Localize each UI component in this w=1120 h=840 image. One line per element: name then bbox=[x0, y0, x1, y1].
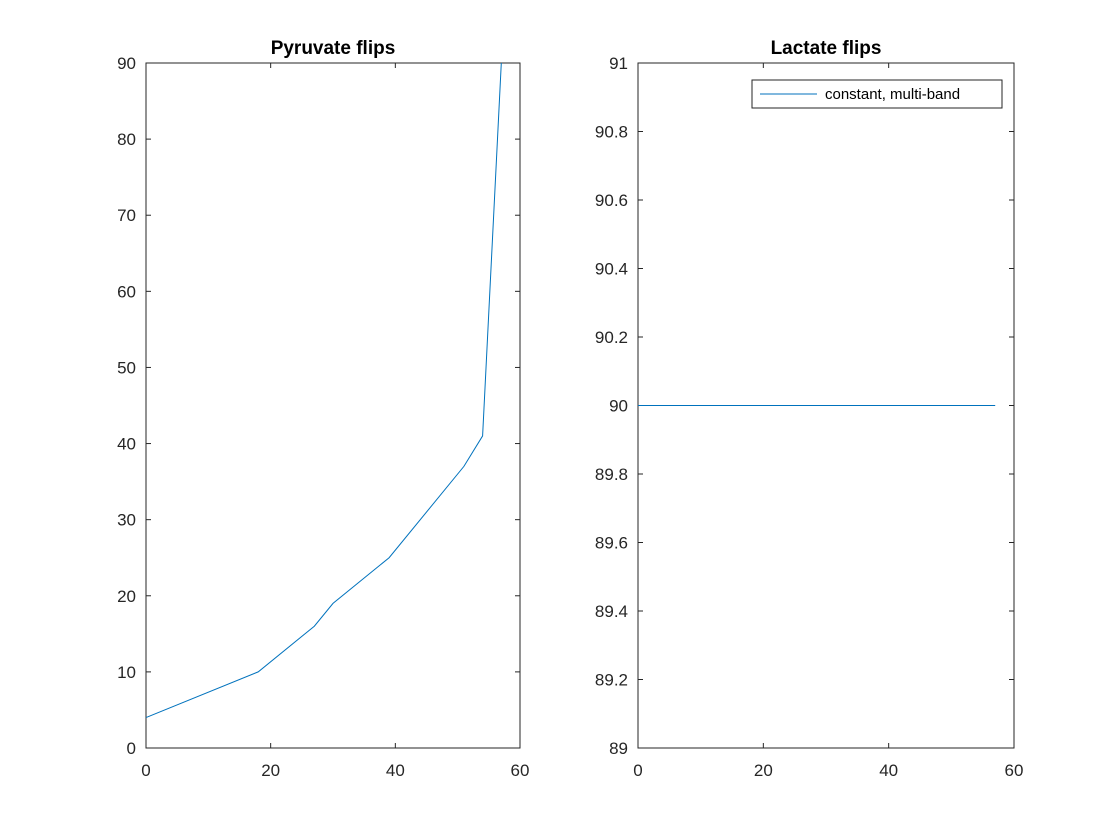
y-tick-label: 10 bbox=[117, 663, 136, 682]
y-tick-label: 90 bbox=[609, 397, 628, 416]
x-tick-label: 0 bbox=[141, 761, 150, 780]
y-tick-label: 90.6 bbox=[595, 191, 628, 210]
x-tick-label: 40 bbox=[879, 761, 898, 780]
y-tick-label: 30 bbox=[117, 511, 136, 530]
y-tick-label: 70 bbox=[117, 206, 136, 225]
lactate-plot-title: Lactate flips bbox=[771, 38, 882, 59]
y-tick-label: 40 bbox=[117, 435, 136, 454]
pyruvate-plot-title: Pyruvate flips bbox=[271, 38, 396, 59]
pyruvate-series-line bbox=[145, 62, 502, 719]
y-tick-label: 91 bbox=[609, 54, 628, 73]
y-tick-label: 89.2 bbox=[595, 671, 628, 690]
legend[interactable]: constant, multi-band bbox=[751, 79, 1003, 109]
x-tick-label: 60 bbox=[1005, 761, 1024, 780]
x-tick-label: 20 bbox=[754, 761, 773, 780]
x-tick-label: 40 bbox=[386, 761, 405, 780]
pyruvate-axes-box bbox=[145, 62, 521, 749]
lactate-flips-plot: Lactate flips constant, multi-band 0 20 40… bbox=[595, 38, 1024, 780]
y-tick-label: 89.6 bbox=[595, 534, 628, 553]
y-tick-label: 80 bbox=[117, 130, 136, 149]
y-tick-label: 89.8 bbox=[595, 465, 628, 484]
x-tick-label: 20 bbox=[261, 761, 280, 780]
y-tick-label: 90.4 bbox=[595, 260, 628, 279]
y-tick-label: 89.4 bbox=[595, 602, 628, 621]
pyruvate-flips-plot: Pyruvate flips 0 20 40 60 0 10 20 30 40 50 60 70 80 9… bbox=[117, 38, 529, 780]
y-tick-label: 90.8 bbox=[595, 123, 628, 142]
y-tick-label: 60 bbox=[117, 282, 136, 301]
x-tick-label: 0 bbox=[633, 761, 642, 780]
x-tick-label: 60 bbox=[511, 761, 530, 780]
y-tick-label: 20 bbox=[117, 587, 136, 606]
y-tick-label: 0 bbox=[127, 739, 136, 758]
legend-entry-label: constant, multi-band bbox=[825, 86, 960, 103]
y-tick-label: 90 bbox=[117, 54, 136, 73]
y-tick-label: 89 bbox=[609, 739, 628, 758]
y-tick-label: 90.2 bbox=[595, 328, 628, 347]
y-tick-label: 50 bbox=[117, 358, 136, 377]
